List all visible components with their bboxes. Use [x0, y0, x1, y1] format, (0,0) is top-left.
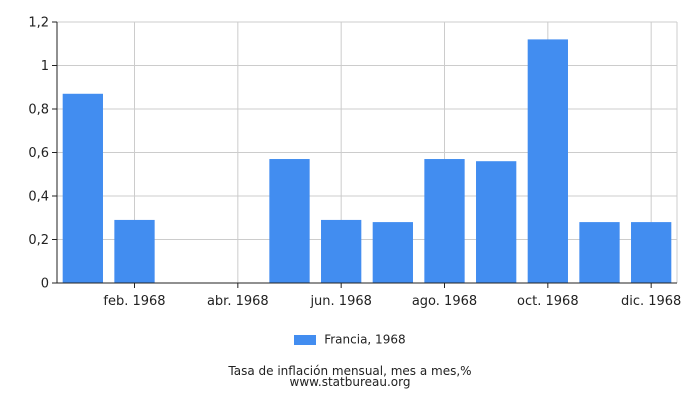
legend: Francia, 1968	[0, 332, 700, 347]
x-tick-label: ago. 1968	[412, 294, 477, 309]
bar	[579, 222, 620, 283]
legend-swatch	[294, 334, 317, 345]
bar	[476, 161, 517, 283]
bar	[62, 93, 103, 284]
bar	[424, 159, 465, 283]
bar	[114, 219, 155, 283]
x-tick-label: jun. 1968	[309, 294, 371, 309]
y-tick-label: 1	[41, 59, 49, 74]
legend-label: Francia, 1968	[324, 332, 406, 347]
bars	[62, 39, 672, 284]
bar	[321, 219, 362, 283]
tick-labels: 0 0,2 0,4 0,6 0,8 1 1,2 feb. 1968 abr. 1968 jun. …	[28, 16, 681, 310]
x-tick-label: abr. 1968	[207, 294, 269, 309]
source-caption: www.statbureau.org	[289, 375, 411, 389]
x-tick-label: oct. 1968	[517, 294, 579, 309]
y-tick-label: 0,8	[28, 103, 49, 118]
x-tick-label: feb. 1968	[103, 294, 165, 309]
y-tick-label: 0,2	[28, 233, 49, 248]
y-tick-label: 0,4	[28, 190, 49, 205]
bar	[527, 39, 568, 284]
y-tick-label: 0,6	[28, 146, 49, 161]
bar-chart: 0 0,2 0,4 0,6 0,8 1 1,2 feb. 1968 abr. 1968 jun. …	[28, 16, 681, 310]
x-tick-label: dic. 1968	[621, 294, 681, 309]
bar	[631, 222, 672, 283]
y-tick-label: 0	[41, 277, 49, 292]
bar	[269, 159, 310, 283]
axes	[52, 21, 677, 288]
chart-caption: Tasa de inflación mensual, mes a mes,%	[228, 364, 472, 378]
bar	[372, 222, 413, 283]
y-tick-label: 1,2	[28, 16, 49, 31]
